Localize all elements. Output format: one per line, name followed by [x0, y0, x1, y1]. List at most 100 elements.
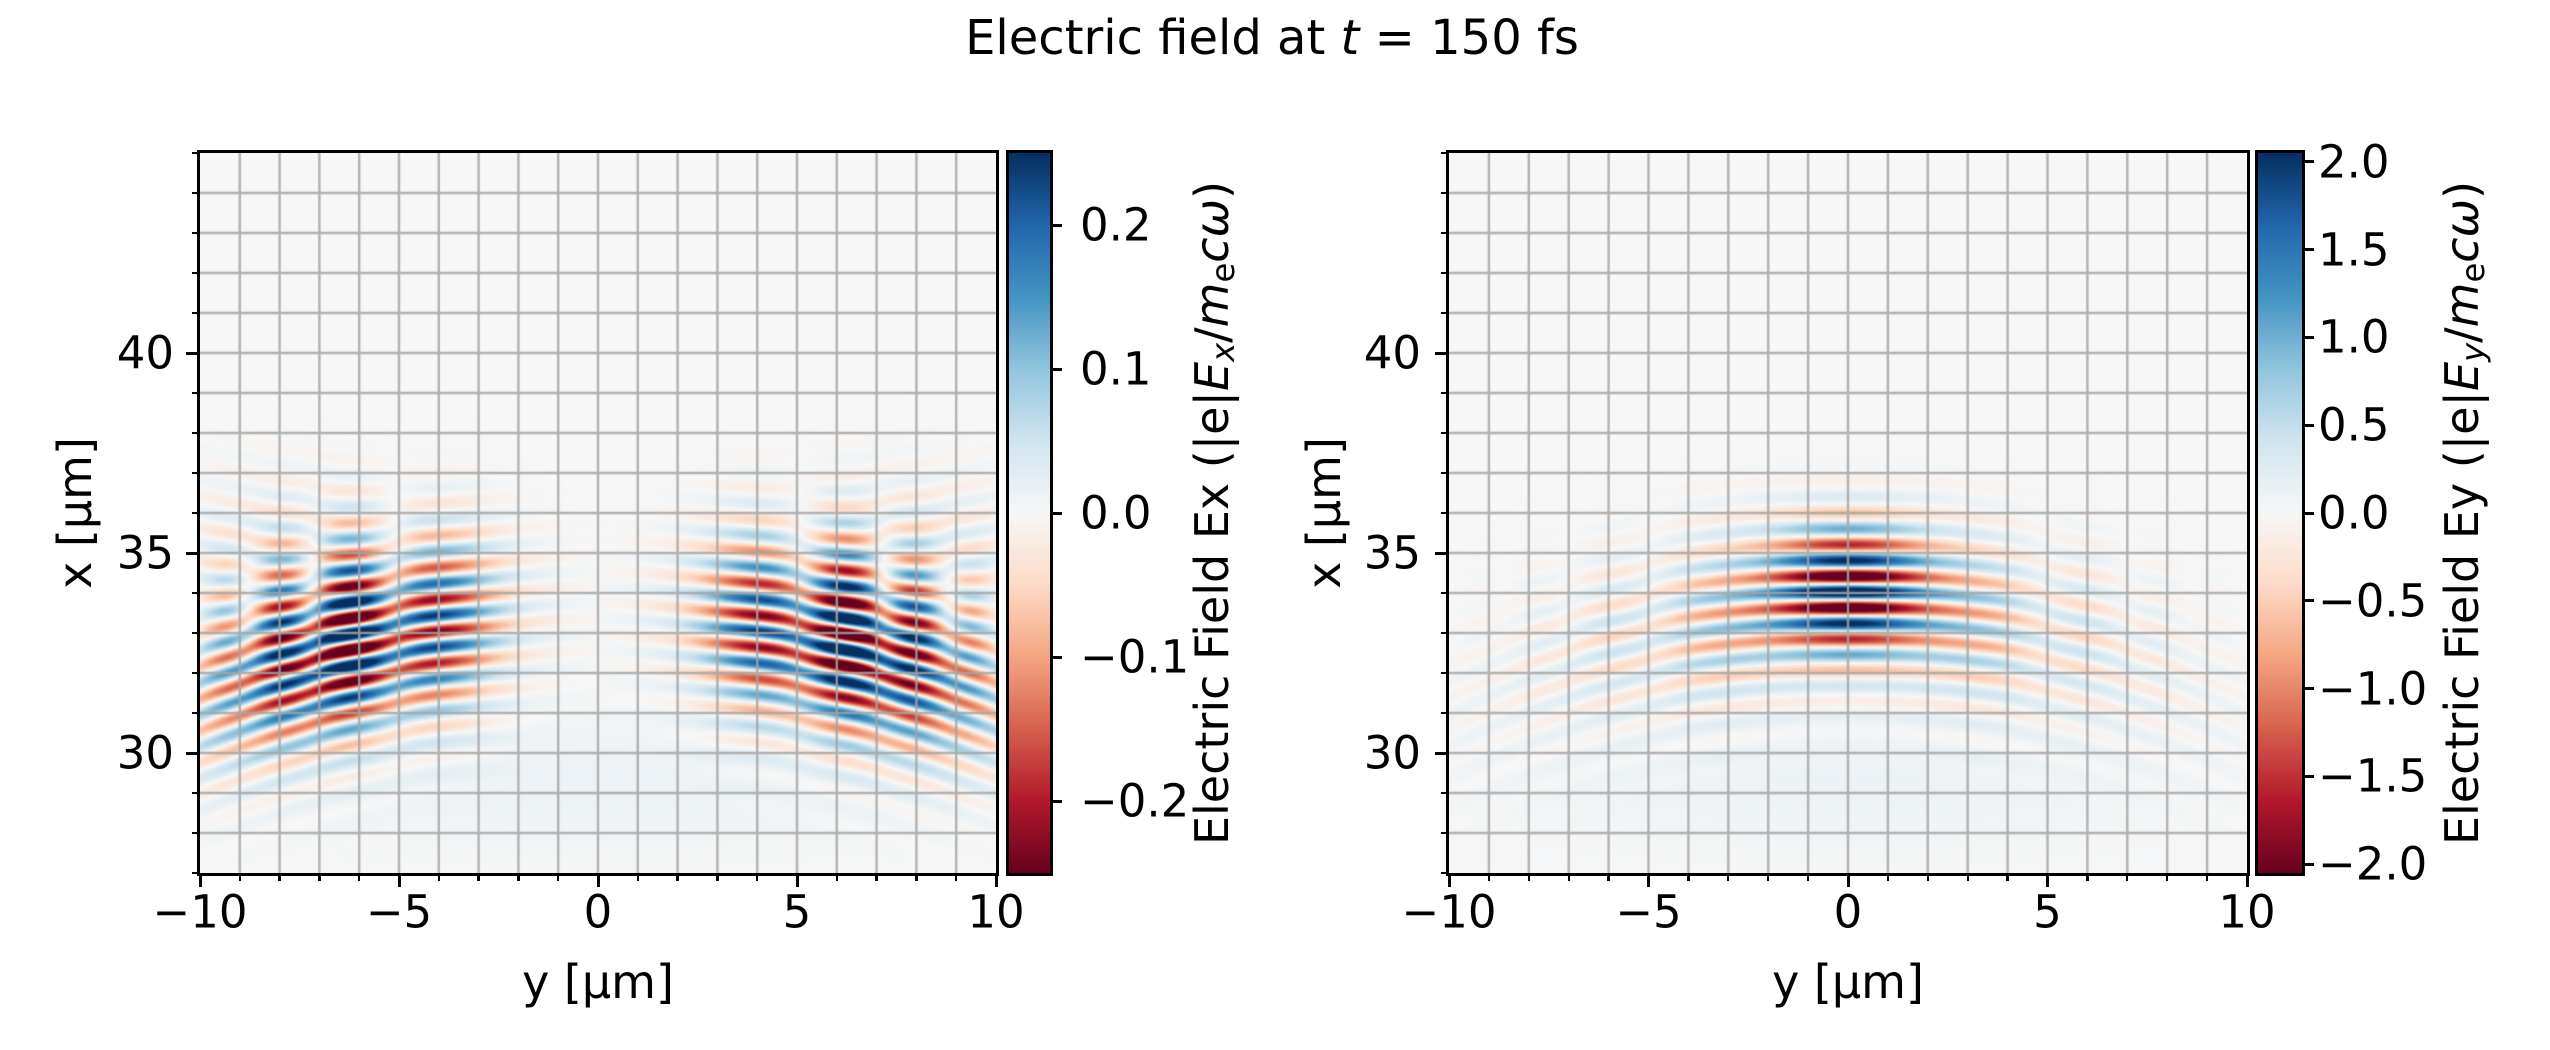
- x-tick-label-ey: −5: [1615, 885, 1682, 939]
- label-segment: Electric Field Ex (|e|: [1185, 391, 1239, 846]
- y-tick-label-ex: 30: [116, 726, 174, 780]
- x-minor-tick-ex: [636, 873, 639, 881]
- x-minor-tick-ey: [1806, 873, 1810, 881]
- x-tick-label-ex: 0: [583, 885, 613, 939]
- label-segment: /: [2435, 327, 2489, 343]
- colorbar-tick-ey: [2302, 599, 2314, 603]
- x-minor-tick-ey: [1727, 873, 1730, 881]
- x-minor-tick-ey: [2205, 873, 2209, 881]
- label-segment: E: [2435, 361, 2489, 392]
- colorbar-tick-ex: [1050, 223, 1062, 227]
- y-minor-tick-ex: [192, 631, 200, 635]
- x-minor-tick-ex: [477, 873, 480, 881]
- x-major-tick-ex: [994, 873, 998, 887]
- colorbar-tick-ey: [2302, 774, 2314, 778]
- label-segment: ): [1185, 180, 1239, 199]
- y-minor-tick-ex: [192, 151, 200, 155]
- colorbar-tick-ey: [2302, 862, 2314, 866]
- colorbar-tick-label-ey: 0.0: [2318, 486, 2390, 540]
- label-segment: t: [1340, 10, 1360, 66]
- y-minor-tick-ey: [1441, 311, 1449, 315]
- y-minor-tick-ex: [192, 311, 200, 315]
- x-tick-label-ex: −5: [365, 885, 433, 939]
- y-minor-tick-ex: [192, 391, 200, 395]
- label-segment: Electric Field Ey (|e|: [2435, 391, 2489, 846]
- colorbar-ey: [2258, 153, 2302, 873]
- colorbar-tick-label-ex: 0.0: [1080, 486, 1152, 540]
- label-segment: x: [1203, 342, 1242, 362]
- ey-yaxis-label: x [μm]: [1297, 437, 1351, 589]
- colorbar-tick-label-ey: −1.0: [2318, 662, 2428, 716]
- label-segment: = 150 fs: [1359, 10, 1579, 66]
- y-minor-tick-ex: [192, 711, 200, 715]
- x-minor-tick-ey: [2126, 873, 2129, 881]
- y-minor-tick-ey: [1441, 591, 1449, 595]
- x-minor-tick-ex: [358, 873, 361, 881]
- colorbar-tick-label-ex: −0.2: [1080, 774, 1190, 828]
- colorbar-tick-ey: [2302, 423, 2314, 427]
- colorbar-tick-label-ey: 1.5: [2318, 223, 2390, 277]
- x-minor-tick-ey: [2086, 873, 2089, 881]
- colorbar-tick-ex: [1050, 655, 1062, 659]
- y-minor-tick-ex: [192, 831, 200, 835]
- y-minor-tick-ey: [1441, 791, 1449, 795]
- y-minor-tick-ey: [1441, 711, 1449, 715]
- y-tick-label-ey: 40: [1363, 326, 1421, 380]
- x-minor-tick-ex: [557, 873, 560, 881]
- y-minor-tick-ey: [1441, 511, 1449, 515]
- y-minor-tick-ex: [192, 271, 200, 275]
- x-major-tick-ey: [2046, 873, 2049, 887]
- y-minor-tick-ey: [1441, 831, 1449, 835]
- colorbar-tick-ex: [1050, 511, 1062, 515]
- label-segment: c: [2435, 237, 2489, 263]
- x-minor-tick-ex: [915, 873, 918, 881]
- x-minor-tick-ey: [1487, 873, 1491, 881]
- x-minor-tick-ex: [278, 873, 281, 881]
- colorbar-tick-label-ex: −0.1: [1080, 630, 1190, 684]
- y-tick-label-ey: 35: [1363, 526, 1421, 580]
- x-minor-tick-ex: [955, 873, 958, 881]
- label-segment: E: [1185, 361, 1239, 392]
- label-segment: Electric field at: [965, 10, 1341, 66]
- label-segment: e: [2453, 262, 2492, 283]
- colorbar-tick-label-ey: −1.5: [2318, 749, 2428, 803]
- heatmap-ey: [1449, 153, 2247, 873]
- colorbar-tick-ey: [2302, 335, 2314, 339]
- x-minor-tick-ex: [238, 873, 241, 881]
- y-minor-tick-ey: [1441, 431, 1449, 435]
- x-tick-label-ey: 5: [2033, 885, 2062, 939]
- ex-xaxis-label: y [μm]: [522, 955, 674, 1009]
- colorbar-tick-ey: [2302, 687, 2314, 691]
- heatmap-ex: [200, 153, 996, 873]
- x-tick-label-ex: 10: [967, 885, 1025, 939]
- y-minor-tick-ex: [192, 591, 200, 595]
- y-major-tick-ex: [186, 751, 200, 755]
- y-minor-tick-ey: [1441, 231, 1449, 235]
- x-minor-tick-ex: [756, 873, 759, 881]
- x-major-tick-ex: [795, 873, 799, 887]
- colorbar-ex: [1009, 153, 1050, 873]
- colorbar-tick-ey: [2302, 511, 2314, 515]
- colorbar-tick-label-ey: 0.5: [2318, 398, 2390, 452]
- y-minor-tick-ex: [192, 871, 200, 875]
- x-tick-label-ey: −10: [1401, 885, 1497, 939]
- x-minor-tick-ey: [1926, 873, 1929, 881]
- y-minor-tick-ex: [192, 671, 200, 675]
- x-minor-tick-ex: [676, 873, 679, 881]
- x-minor-tick-ey: [1607, 873, 1610, 881]
- x-minor-tick-ey: [1886, 873, 1890, 881]
- x-minor-tick-ex: [517, 873, 520, 881]
- x-minor-tick-ey: [1567, 873, 1570, 881]
- colorbar-tick-label-ey: 1.0: [2318, 310, 2390, 364]
- x-major-tick-ex: [596, 873, 600, 887]
- colorbar-tick-label-ey: −2.0: [2318, 837, 2428, 891]
- x-minor-tick-ex: [835, 873, 838, 881]
- x-major-tick-ex: [198, 873, 202, 887]
- y-major-tick-ey: [1435, 751, 1449, 755]
- label-segment: m: [1185, 282, 1239, 328]
- x-minor-tick-ey: [1966, 873, 1969, 881]
- x-minor-tick-ey: [2006, 873, 2009, 881]
- y-minor-tick-ey: [1441, 871, 1449, 875]
- y-major-tick-ex: [186, 351, 200, 355]
